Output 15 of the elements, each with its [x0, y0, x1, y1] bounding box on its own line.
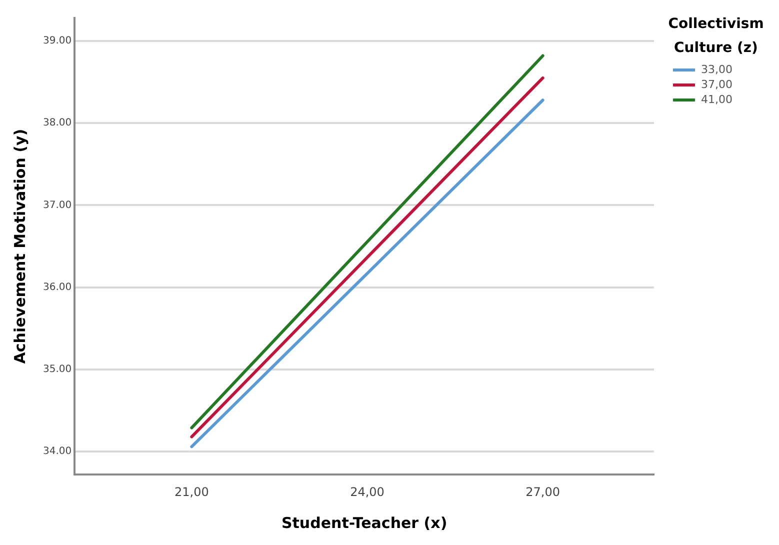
y-tick-label: 39.00: [42, 36, 72, 47]
y-tick-label: 37.00: [42, 200, 72, 211]
x-tick-label: 24,00: [350, 484, 384, 499]
legend-title: Collectivism Culture (z): [667, 15, 765, 58]
legend-label: 41,00: [701, 93, 732, 106]
x-axis-title: Student-Teacher (x): [281, 514, 448, 532]
y-tick-label: 38.00: [42, 118, 72, 129]
legend-label: 37,00: [701, 78, 732, 91]
x-tick-label: 21,00: [174, 484, 209, 499]
y-axis-title: Achievement Motivation (y): [10, 128, 29, 364]
y-tick-label: 35.00: [42, 364, 72, 376]
x-tick-label: 27,00: [526, 484, 560, 499]
y-tick-label: 34.00: [42, 446, 72, 458]
legend-label: 33,00: [701, 63, 732, 76]
y-tick-label: 36.00: [42, 282, 72, 293]
